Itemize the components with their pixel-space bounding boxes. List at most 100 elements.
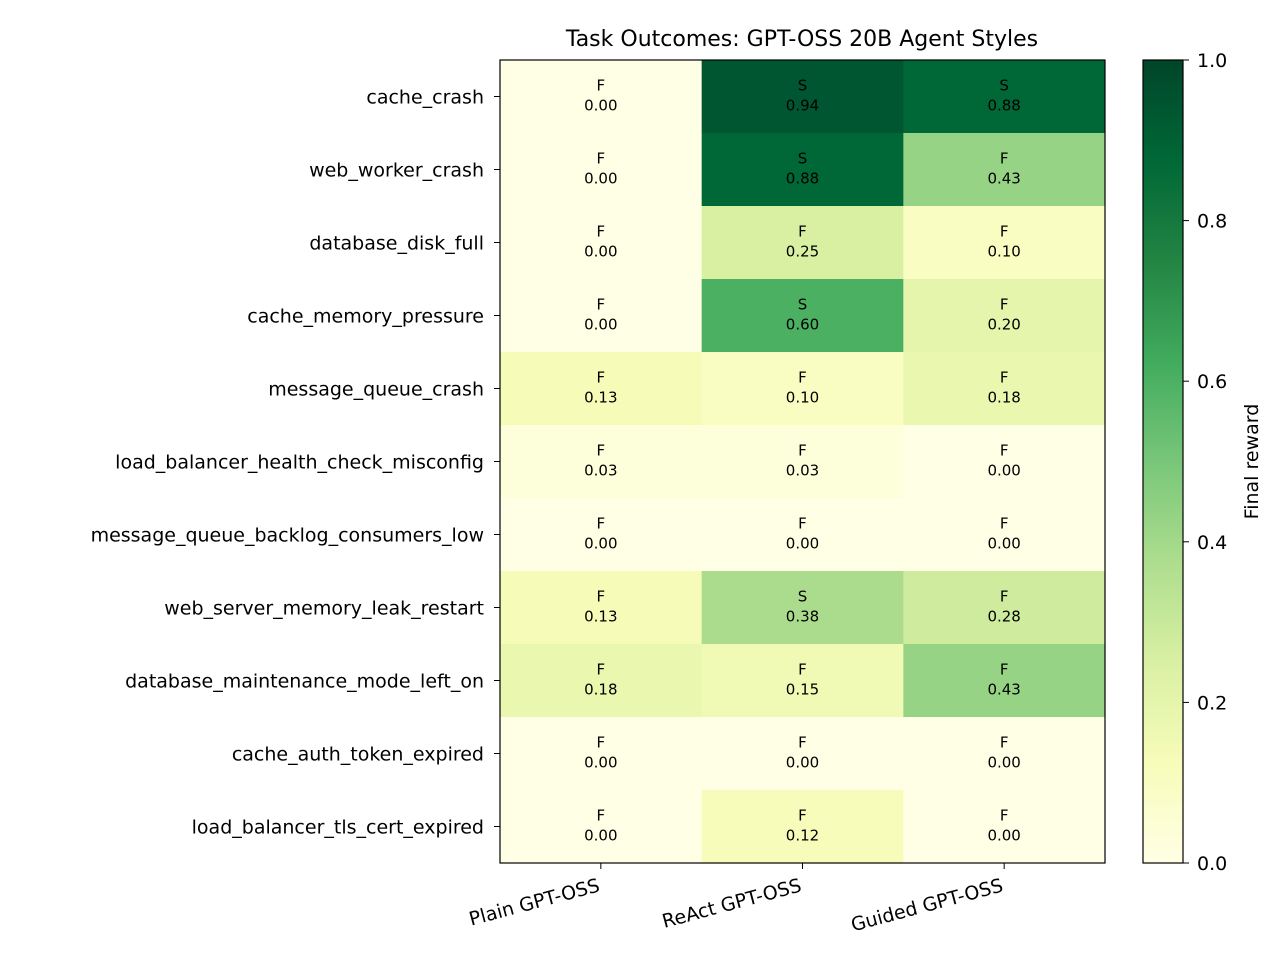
colorbar-label: Final reward [1241,404,1263,520]
cell-value-label: 0.00 [987,462,1020,480]
heatmap-cell [500,425,703,499]
chart-title: Task Outcomes: GPT-OSS 20B Agent Styles [565,27,1038,52]
cell-outcome-label: F [597,588,606,606]
cell-value-label: 0.00 [584,535,617,553]
cell-outcome-label: F [1000,296,1009,314]
heatmap-cell [903,717,1106,791]
colorbar-tick-label: 0.4 [1197,532,1227,554]
cell-outcome-label: S [798,296,808,314]
row-labels: cache_crash web_worker_crash database_disk… [91,87,500,839]
row-tick-label: database_disk_full [309,233,484,255]
row-tick-label: database_maintenance_mode_left_on [125,671,484,693]
heatmap-cell [701,60,904,134]
cell-value-label: 0.03 [786,462,819,480]
cell-outcome-label: F [597,442,606,460]
colorbar-tick-label: 0.6 [1197,371,1227,393]
cell-outcome-label: F [1000,515,1009,533]
cell-outcome-label: F [1000,734,1009,752]
cell-value-label: 0.18 [584,681,617,699]
cell-value-label: 0.00 [786,754,819,772]
heatmap-cell [701,352,904,426]
cell-value-label: 0.60 [786,316,819,334]
colorbar-tick-label: 0.2 [1197,692,1227,714]
heatmap-cell [903,498,1106,572]
row-tick-label: message_queue_backlog_consumers_low [91,525,484,547]
cell-value-label: 0.00 [584,827,617,845]
heatmap-cell [903,352,1106,426]
cell-outcome-label: F [1000,369,1009,387]
column-labels: Plain GPT-OSS ReAct GPT-OSS Guided GPT-OSS [467,863,1006,937]
cell-outcome-label: F [798,807,807,825]
column-tick-label: Plain GPT-OSS [467,875,602,931]
cell-outcome-label: F [1000,807,1009,825]
cell-outcome-label: F [597,296,606,314]
cell-outcome-label: F [597,150,606,168]
colorbar-tick-label: 0.0 [1197,853,1227,875]
cell-outcome-label: F [597,515,606,533]
cell-outcome-label: F [798,515,807,533]
heatmap-cell [500,717,703,791]
heatmap-cell [903,644,1106,718]
colorbar: 0.0 0.2 0.4 0.6 0.8 1.0 Final reward [1142,50,1263,875]
row-tick-label: message_queue_crash [268,379,484,401]
cell-outcome-label: F [597,223,606,241]
row-tick-label: web_worker_crash [309,160,484,182]
row-tick-label: load_balancer_health_check_misconfig [115,452,484,474]
heatmap-cell [701,571,904,645]
heatmap-cell [903,425,1106,499]
cell-outcome-label: S [999,77,1009,95]
cell-value-label: 0.43 [987,681,1020,699]
cell-outcome-label: S [798,77,808,95]
cell-outcome-label: F [798,734,807,752]
heatmap-cell [903,60,1106,134]
cell-value-label: 0.13 [584,389,617,407]
cell-outcome-label: S [798,588,808,606]
heatmap-cell [903,206,1106,280]
column-tick-label: ReAct GPT-OSS [660,875,804,933]
heatmap-cell [500,279,703,353]
cell-value-label: 0.20 [987,316,1020,334]
heatmap-cell [500,206,703,280]
cell-value-label: 0.94 [786,97,819,115]
row-tick-label: load_balancer_tls_cert_expired [192,817,484,839]
heatmap-cell [701,206,904,280]
heatmap-cell [500,133,703,207]
cell-value-label: 0.15 [786,681,819,699]
cell-value-label: 0.10 [786,389,819,407]
row-tick-label: web_server_memory_leak_restart [164,598,484,620]
row-tick-label: cache_memory_pressure [247,306,484,328]
column-tick-label: Guided GPT-OSS [849,875,1006,937]
cell-outcome-label: F [798,223,807,241]
cell-value-label: 0.00 [584,97,617,115]
cell-value-label: 0.12 [786,827,819,845]
heatmap-cell [701,644,904,718]
cell-value-label: 0.25 [786,243,819,261]
cell-value-label: 0.18 [987,389,1020,407]
cell-value-label: 0.10 [987,243,1020,261]
colorbar-gradient [1142,59,1184,864]
cell-outcome-label: F [798,661,807,679]
cell-value-label: 0.00 [584,170,617,188]
heatmap-cell [701,790,904,864]
cell-value-label: 0.38 [786,608,819,626]
heatmap-cell [903,279,1106,353]
cell-outcome-label: F [798,369,807,387]
cell-value-label: 0.00 [987,754,1020,772]
cell-value-label: 0.43 [987,170,1020,188]
colorbar-tick-label: 1.0 [1197,50,1227,72]
cell-outcome-label: F [1000,588,1009,606]
heatmap-cell [500,60,703,134]
row-tick-label: cache_auth_token_expired [232,744,484,766]
heatmap-cell [500,571,703,645]
row-tick-label: cache_crash [366,87,484,109]
heatmap-cell [500,352,703,426]
cell-outcome-label: F [1000,442,1009,460]
cell-value-label: 0.00 [584,754,617,772]
heatmap-cell [500,644,703,718]
heatmap-cell [903,571,1106,645]
cell-outcome-label: F [798,442,807,460]
cell-outcome-label: S [798,150,808,168]
heatmap-cell [701,425,904,499]
heatmap-cell [701,133,904,207]
